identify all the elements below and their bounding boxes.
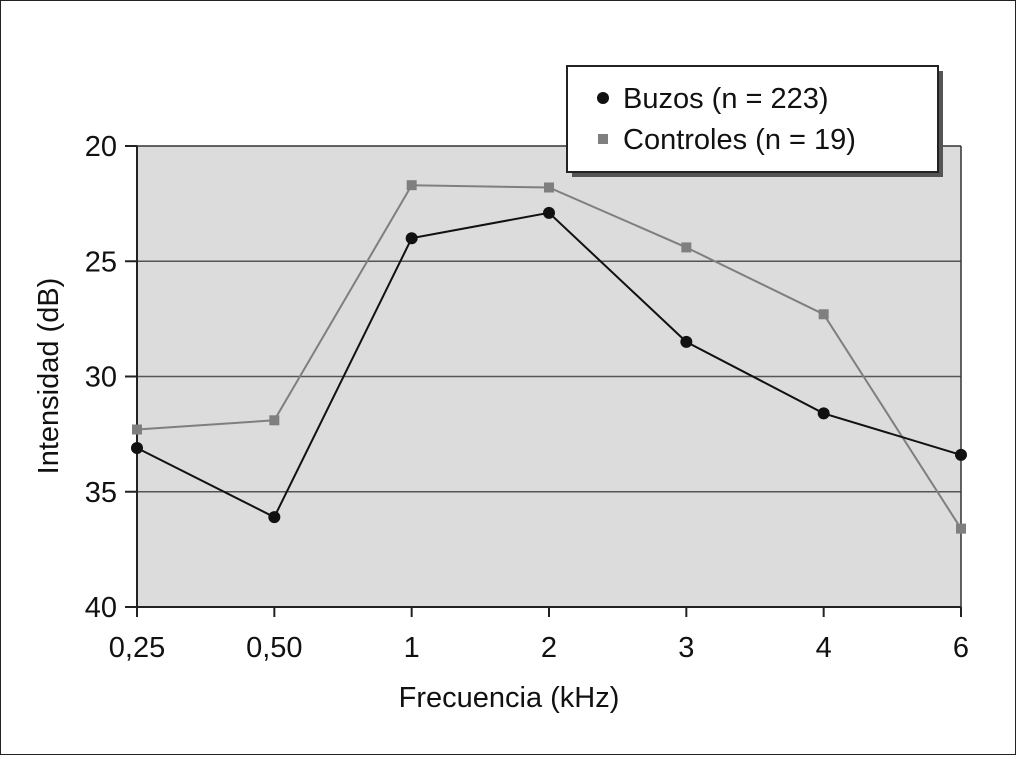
y-tick-label: 35: [85, 477, 117, 509]
data-point-controles: [132, 424, 142, 435]
x-tick-label: 6: [953, 632, 969, 664]
data-point-buzos: [680, 335, 693, 348]
y-tick-label: 25: [85, 246, 117, 278]
data-point-controles: [818, 309, 829, 320]
legend-box: [566, 65, 939, 173]
legend-marker-buzos: [597, 92, 609, 104]
x-tick-label: 0,50: [246, 632, 302, 664]
x-tick-label: 3: [678, 632, 694, 664]
x-tick-label: 2: [541, 632, 557, 664]
data-point-buzos: [405, 232, 418, 245]
x-tick-label: 4: [816, 632, 832, 664]
tick-labels: 20 25 30 35 40 0,25 0,50 1 2 3 4 6: [85, 131, 969, 664]
y-tick-label: 40: [85, 592, 117, 624]
data-point-buzos: [543, 206, 555, 219]
data-point-buzos: [955, 448, 967, 461]
x-tick-label: 0,25: [109, 632, 165, 664]
data-point-controles: [269, 415, 280, 426]
x-tick-label: 1: [404, 632, 420, 664]
y-tick-label: 30: [85, 362, 117, 394]
legend: Buzos (n = 223) Controles (n = 19): [566, 65, 943, 177]
data-point-controles: [406, 180, 417, 191]
x-axis-title: Frecuencia (kHz): [399, 682, 620, 714]
data-point-buzos: [131, 441, 143, 454]
data-point-controles: [956, 523, 966, 534]
y-axis-title: Intensidad (dB): [33, 278, 65, 475]
data-point-buzos: [268, 511, 281, 524]
data-point-controles: [681, 242, 692, 253]
y-tick-label: 20: [85, 131, 117, 163]
legend-marker-controles: [598, 134, 608, 144]
gridlines: [137, 260, 961, 493]
legend-label-buzos: Buzos (n = 223): [623, 83, 829, 115]
legend-label-controles: Controles (n = 19): [623, 124, 856, 156]
data-point-controles: [544, 182, 554, 193]
series-group: [131, 180, 967, 534]
data-point-buzos: [817, 407, 830, 420]
